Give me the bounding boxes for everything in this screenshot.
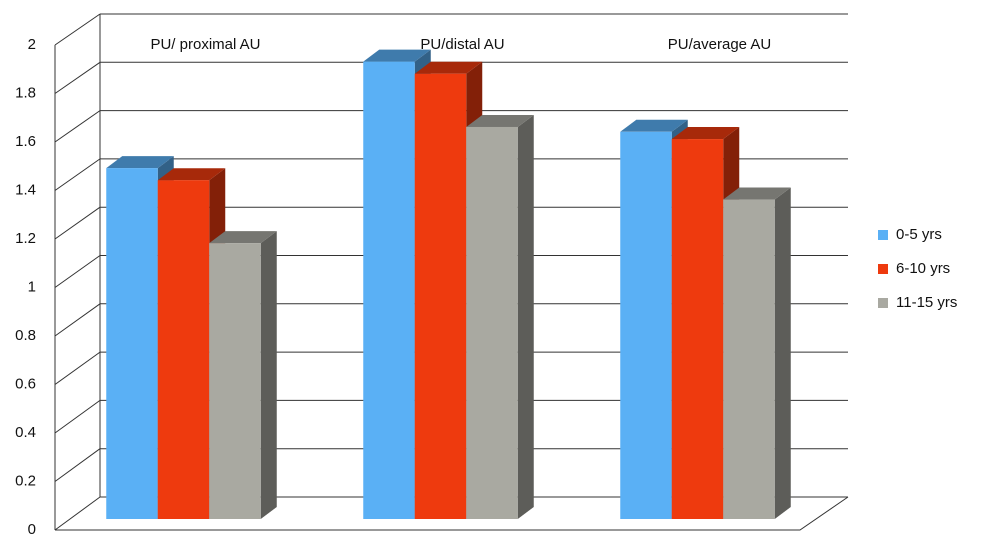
bar-top [414, 61, 483, 74]
bar [414, 73, 467, 519]
y-tick-label: 1.2 [15, 230, 36, 247]
bar [723, 199, 775, 519]
bar [106, 168, 158, 519]
y-tick-label: 0.4 [15, 424, 36, 441]
legend-swatch [878, 230, 888, 240]
bar-side [260, 231, 277, 519]
y-tick-label: 1.6 [15, 133, 36, 150]
grid-diagonal [54, 255, 101, 288]
grid-diagonal [54, 158, 101, 191]
y-tick-label: 0.6 [15, 375, 36, 392]
y-tick-label: 0.2 [15, 472, 36, 489]
bar-top [209, 231, 277, 244]
legend-swatch [878, 298, 888, 308]
y-tick-label: 2 [28, 36, 36, 53]
bar [671, 139, 724, 519]
bar-top [671, 127, 740, 140]
bar-top [723, 187, 791, 200]
bar-side [774, 187, 791, 519]
legend-label: 0-5 yrs [896, 226, 942, 243]
y-tick-label: 1.8 [15, 84, 36, 101]
bar-top [620, 119, 688, 132]
bar [466, 126, 518, 520]
grid-diagonal [54, 351, 101, 385]
grid-diagonal [54, 13, 101, 46]
bar [209, 243, 261, 519]
grid-diagonal [54, 110, 101, 143]
category-label: PU/average AU [668, 36, 771, 53]
floor-edge [55, 496, 849, 531]
bar [620, 131, 672, 520]
grid-diagonal [54, 206, 101, 240]
grid-diagonal [54, 303, 101, 337]
bar [157, 180, 210, 519]
grid-diagonal [54, 496, 101, 531]
y-tick-label: 1 [28, 278, 36, 295]
grid-diagonal [54, 399, 101, 434]
category-label: PU/ proximal AU [150, 36, 260, 53]
category-label: PU/distal AU [420, 36, 504, 53]
grid-diagonal [54, 61, 101, 94]
bar-top [157, 168, 226, 181]
bar-side [517, 114, 534, 520]
legend-label: 6-10 yrs [896, 260, 950, 277]
y-tick-label: 0 [28, 521, 36, 538]
bar-top [106, 156, 174, 169]
y-tick-label: 1.4 [15, 181, 36, 198]
bar-top [466, 114, 534, 127]
bar-top [363, 49, 431, 62]
grid-diagonal [54, 448, 101, 482]
legend-label: 11-15 yrs [896, 294, 957, 311]
legend-swatch [878, 264, 888, 274]
y-tick-label: 0.8 [15, 327, 36, 344]
bar [363, 61, 415, 520]
